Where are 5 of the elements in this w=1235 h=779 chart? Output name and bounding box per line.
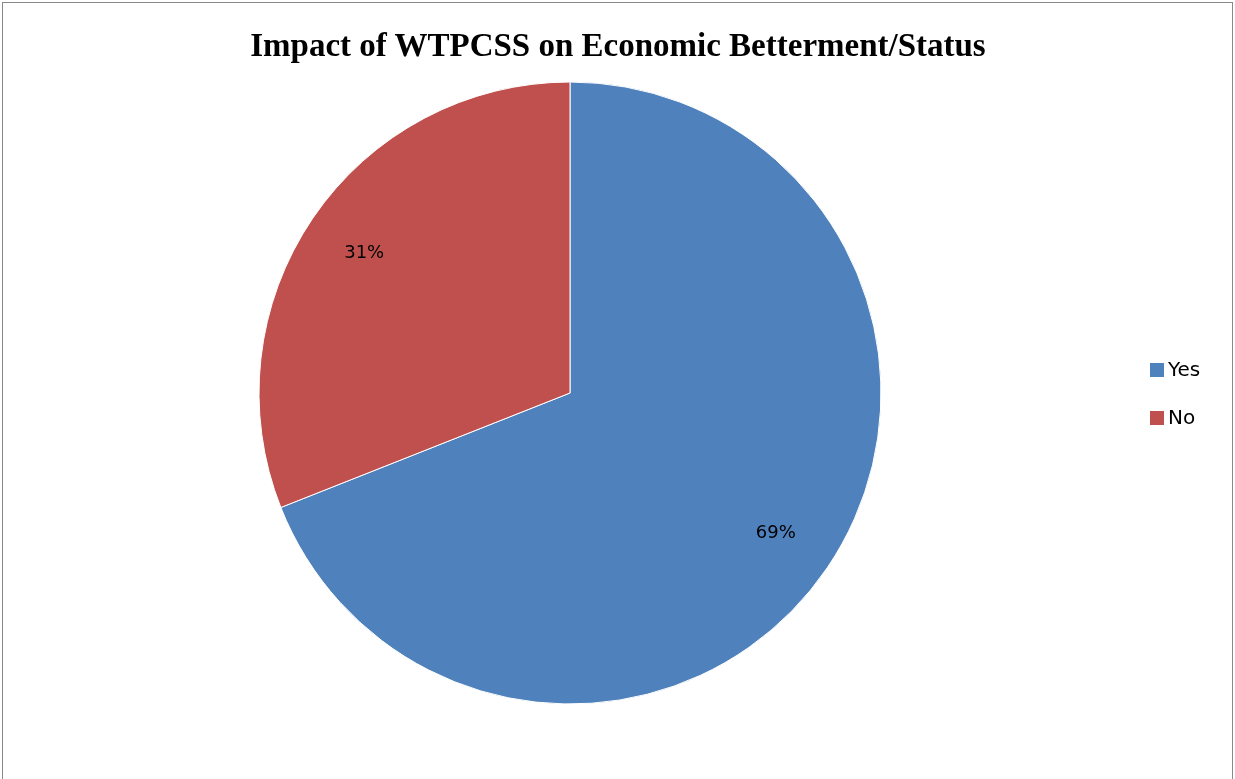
chart-title: Impact of WTPCSS on Economic Betterment/Status (250, 26, 986, 63)
data-label: 31% (344, 241, 385, 263)
legend-label: Yes (1167, 356, 1201, 381)
legend-label: No (1168, 404, 1196, 429)
data-label: 69% (755, 520, 796, 542)
